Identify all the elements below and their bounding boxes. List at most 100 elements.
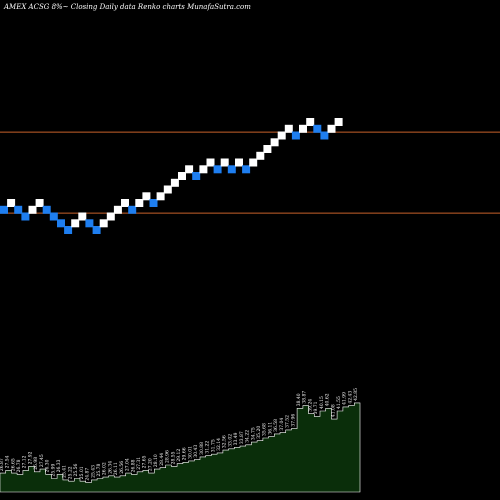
renko-brick: [21, 212, 30, 221]
volume-label: 29.66: [182, 447, 188, 460]
renko-bricks: [0, 118, 343, 234]
volume-label: 25.22: [67, 466, 73, 479]
renko-brick: [242, 165, 251, 174]
renko-brick: [227, 165, 236, 174]
volume-label: 37.04: [279, 418, 285, 431]
renko-brick: [270, 138, 279, 147]
volume-label: 34.22: [245, 430, 251, 443]
volume-label: 31.75: [210, 439, 216, 452]
chart-title: AMEX ACSG 8%~ Closing Daily data Renko c…: [3, 3, 251, 11]
volume-label: 26.88: [130, 459, 136, 472]
volume-label: 25.56: [73, 463, 79, 476]
renko-brick: [256, 151, 265, 160]
volume-label: 26.98: [33, 457, 39, 470]
renko-brick: [42, 205, 51, 214]
renko-brick: [320, 131, 329, 140]
volume-label: 30.43: [193, 445, 199, 458]
renko-brick: [249, 158, 258, 167]
volume-label: 26.87: [0, 458, 5, 471]
volume-label: 39.71: [313, 401, 319, 414]
renko-brick: [163, 185, 172, 194]
renko-brick: [106, 212, 115, 221]
volume-label: 26.33: [56, 459, 62, 472]
renko-brick: [235, 158, 243, 167]
volume-label: 40.15: [319, 396, 325, 409]
volume-label: 42.85: [353, 388, 359, 401]
volume-label: 26.78: [16, 459, 22, 472]
volume-label: 37.96: [290, 414, 296, 427]
renko-brick: [291, 131, 300, 140]
renko-brick: [14, 205, 23, 214]
volume-label: 33.02: [227, 434, 233, 447]
volume-label: 28.55: [170, 451, 176, 464]
volume-label: 42.43: [347, 391, 353, 404]
volume-label: 33.49: [233, 432, 239, 445]
volume-label: 31.22: [205, 441, 211, 454]
volume-label: 25.99: [50, 463, 56, 476]
volume-label: 36.11: [267, 422, 273, 435]
renko-brick: [35, 199, 44, 207]
volume-label: 26.30: [45, 459, 51, 472]
renko-brick: [299, 124, 307, 133]
renko-brick: [220, 158, 229, 167]
renko-brick: [306, 118, 315, 126]
renko-brick: [121, 199, 129, 207]
renko-brick: [206, 158, 215, 167]
renko-brick: [263, 145, 272, 153]
renko-brick: [313, 124, 322, 133]
volume-label: 35.68: [262, 423, 268, 436]
volume-label: 26.65: [10, 458, 16, 471]
volume-label: 30.88: [199, 442, 205, 455]
renko-brick: [71, 219, 80, 228]
renko-brick: [7, 199, 16, 207]
volume-label: 27.04: [125, 458, 131, 471]
renko-brick: [92, 226, 101, 234]
volume-label: 38.40: [296, 393, 302, 406]
volume-label: 26.11: [113, 462, 119, 475]
renko-brick: [85, 219, 94, 228]
renko-brick: [0, 205, 8, 214]
renko-brick: [185, 165, 194, 174]
volume-label: 26.56: [119, 461, 125, 474]
volume-label: 27.31: [136, 457, 142, 470]
volume-label: 25.43: [90, 465, 96, 478]
volume-label: 27.12: [22, 455, 28, 468]
volume-label: 27.65: [142, 455, 148, 468]
volume-label: 34.75: [250, 427, 256, 440]
volume-label: 38.87: [302, 391, 308, 404]
renko-brick: [170, 178, 179, 187]
volume-label: 25.01: [79, 466, 85, 479]
volume-label: 27.20: [147, 458, 153, 471]
renko-brick: [113, 205, 122, 214]
renko-brick: [192, 172, 201, 180]
volume-label: 40.62: [325, 393, 331, 406]
volume-label: 29.12: [176, 449, 182, 462]
renko-brick: [199, 165, 208, 174]
volume-label: 41.99: [342, 392, 348, 405]
volume-label: 39.24: [307, 399, 313, 412]
renko-brick: [78, 212, 87, 221]
volume-label: 33.87: [239, 431, 245, 444]
renko-brick: [135, 199, 144, 207]
renko-brick: [213, 165, 222, 174]
volume-label: 26.02: [102, 462, 108, 475]
volume-label: 36.58: [273, 419, 279, 432]
renko-brick: [284, 124, 293, 133]
renko-brick: [28, 205, 37, 214]
volume-label: 28.44: [159, 453, 165, 466]
volume-label: 32.56: [222, 435, 228, 448]
volume-label: 37.52: [285, 415, 291, 428]
volume-label: 32.14: [216, 438, 222, 451]
volume-panel: 26.87 27.54 26.65 26.78 27.12 27.92 26.98 27.45…: [0, 388, 361, 493]
volume-label: 24.87: [85, 468, 91, 481]
volume-label: 27.92: [27, 451, 33, 464]
volume-area: [0, 402, 361, 493]
volume-label: 30.01: [187, 446, 193, 459]
renko-brick: [156, 192, 165, 201]
volume-label: 41.55: [336, 396, 342, 409]
volume-label: 28.96: [165, 450, 171, 463]
renko-brick: [142, 192, 151, 201]
volume-label: 25.78: [96, 463, 102, 476]
renko-brick: [64, 226, 73, 234]
